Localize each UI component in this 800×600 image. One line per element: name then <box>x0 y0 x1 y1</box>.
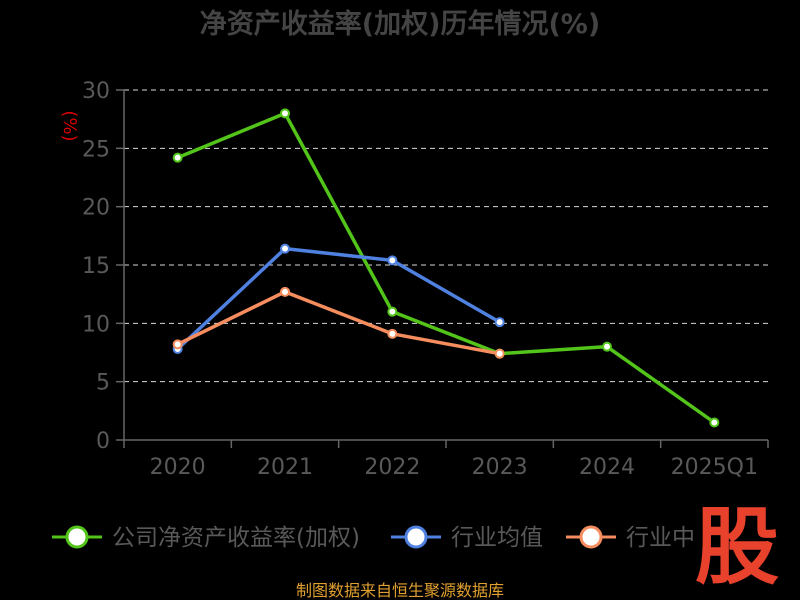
legend-item: 行业均值 <box>391 525 543 551</box>
y-tick-label: 0 <box>96 429 110 454</box>
data-point <box>709 417 720 428</box>
legend-marker <box>404 525 428 549</box>
data-point <box>172 339 183 350</box>
data-point <box>280 243 290 254</box>
x-tick-label: 2021 <box>257 455 313 480</box>
data-point <box>387 328 398 339</box>
y-tick-label: 15 <box>82 254 110 279</box>
legend-label: 公司净资产收益率(加权) <box>112 525 360 551</box>
x-tick-label: 2020 <box>150 455 206 480</box>
legend-marker <box>579 525 603 549</box>
y-tick-label: 25 <box>82 137 110 162</box>
series-0 <box>172 108 720 428</box>
series-line <box>175 290 502 356</box>
data-point <box>387 255 398 266</box>
data-point <box>602 341 612 352</box>
logo: 股 <box>695 498 779 596</box>
y-tick-label: 20 <box>82 196 110 221</box>
data-point <box>494 317 505 328</box>
data-point <box>280 108 290 119</box>
legend-label: 行业均值 <box>451 525 543 551</box>
legend-label: 行业中 <box>626 525 695 551</box>
legend: 公司净资产收益率(加权) 行业均值 行业中 <box>52 525 695 551</box>
data-point <box>387 306 398 317</box>
legend-item: 公司净资产收益率(加权) <box>52 525 360 551</box>
series-group <box>172 108 720 428</box>
x-tick-label: 2024 <box>579 455 635 480</box>
axes: 0 5 10 15 20 25 30 2020 2021 2022 2023 2024 2025Q1 <box>82 79 769 480</box>
series-2 <box>172 286 505 359</box>
x-tick-label: 2022 <box>364 455 420 480</box>
x-tick-label: 2025Q1 <box>671 455 758 480</box>
data-source-note: 制图数据来自恒生聚源数据库 <box>296 581 504 600</box>
y-tick-label: 5 <box>96 371 110 396</box>
series-1 <box>172 243 505 354</box>
chart-title: 净资产收益率(加权)历年情况(%) <box>200 8 600 40</box>
series-line <box>175 246 502 351</box>
x-tick-label: 2023 <box>472 455 528 480</box>
y-axis-unit-label: (%) <box>59 110 80 141</box>
data-point <box>494 348 505 359</box>
series-line <box>175 111 717 425</box>
legend-marker <box>65 525 89 549</box>
grid-lines <box>124 89 768 383</box>
y-tick-label: 30 <box>82 79 110 104</box>
legend-item: 行业中 <box>566 525 695 551</box>
data-point <box>280 286 290 297</box>
logo-glyph: 股 <box>695 498 779 596</box>
data-point <box>172 152 183 163</box>
y-tick-label: 10 <box>82 312 110 337</box>
